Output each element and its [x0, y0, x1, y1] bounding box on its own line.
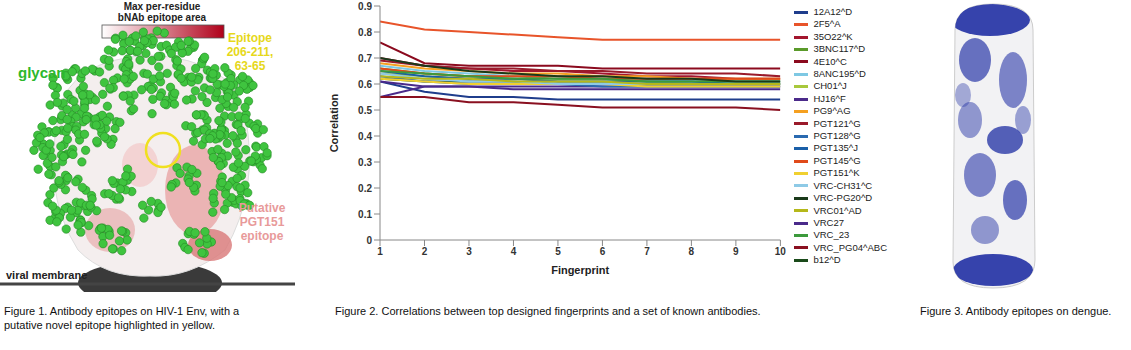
html-text:35O22^K: 35O22^K [813, 30, 853, 42]
html-text:12A12^D: 12A12^D [813, 6, 853, 17]
html-text:VRC27: VRC27 [813, 216, 844, 228]
html-text:Figure 3. Antibody epitopes on: Figure 3. Antibody epitopes on dengue. [920, 305, 1112, 317]
html-text:8ANC195^D: 8ANC195^D [813, 68, 866, 79]
html-text:2F5^A: 2F5^A [813, 18, 841, 30]
svg-text:1: 1 [377, 246, 383, 257]
html-text:CH01^J: CH01^J [813, 80, 847, 92]
svg-text:5: 5 [555, 246, 561, 257]
html-text:HJ16^F: HJ16^F [813, 92, 846, 104]
html-text:VRC_23: VRC_23 [813, 229, 850, 241]
svg-text:Epitope: Epitope [228, 31, 272, 45]
svg-text:0.2: 0.2 [358, 183, 372, 194]
svg-text:bNAb epitope area: bNAb epitope area [118, 12, 207, 23]
svg-text:Max per-residue: Max per-residue [124, 1, 201, 12]
svg-text:9: 9 [733, 246, 739, 257]
svg-text:10: 10 [775, 246, 787, 257]
html-text:VRC01^AD: VRC01^AD [813, 204, 862, 216]
svg-text:Correlation: Correlation [328, 93, 340, 152]
svg-text:0.4: 0.4 [358, 131, 372, 142]
svg-text:8: 8 [689, 246, 695, 257]
svg-text:Fingerprint: Fingerprint [551, 264, 609, 276]
svg-text:0.7: 0.7 [358, 53, 372, 64]
svg-text:0.1: 0.1 [358, 209, 372, 220]
html-text:VRC_PG04^ABC: VRC_PG04^ABC [813, 241, 887, 253]
html-text:putative novel epitope highlig: putative novel epitope highlighted in ye… [4, 319, 215, 331]
svg-text:0: 0 [366, 235, 372, 246]
html-text:PGT135^J: PGT135^J [813, 142, 858, 154]
svg-text:4: 4 [511, 246, 517, 257]
svg-text:PGT151: PGT151 [240, 215, 285, 229]
svg-text:0.3: 0.3 [358, 157, 372, 168]
html-text:4E10^C: 4E10^C [813, 55, 847, 67]
html-text:Figure 2. Correlations between: Figure 2. Correlations between top desig… [335, 305, 761, 317]
html-text:Figure 1. Antibody epitopes on: Figure 1. Antibody epitopes on HIV-1 Env… [4, 305, 240, 317]
html-text:3BNC117^D: 3BNC117^D [813, 43, 866, 55]
svg-text:0.6: 0.6 [358, 79, 372, 90]
svg-text:Putative: Putative [239, 201, 286, 215]
svg-text:3: 3 [466, 246, 472, 257]
html-text:PG9^AG: PG9^AG [813, 105, 851, 117]
html-text:VRC-PG20^D: VRC-PG20^D [813, 192, 873, 204]
svg-text:0.5: 0.5 [358, 105, 372, 116]
svg-text:7: 7 [644, 246, 650, 257]
html-text:PGT145^G: PGT145^G [813, 154, 861, 166]
svg-text:206-211,: 206-211, [227, 45, 274, 59]
svg-text:63-65: 63-65 [235, 59, 266, 73]
html-text:PGT121^G: PGT121^G [813, 117, 861, 129]
svg-text:2: 2 [422, 246, 428, 257]
svg-text:6: 6 [600, 246, 606, 257]
html-text:PGT128^G: PGT128^G [813, 130, 861, 142]
html-text:PGT151^K: PGT151^K [813, 167, 860, 179]
html-text:VRC-CH31^C: VRC-CH31^C [813, 179, 873, 191]
svg-text:glycan: glycan [18, 64, 66, 81]
svg-text:epitope: epitope [241, 229, 284, 243]
svg-text:0.9: 0.9 [358, 1, 372, 12]
svg-text:viral membrane: viral membrane [6, 269, 87, 281]
html-text:b12^D: b12^D [813, 254, 841, 266]
svg-text:0.8: 0.8 [358, 27, 372, 38]
